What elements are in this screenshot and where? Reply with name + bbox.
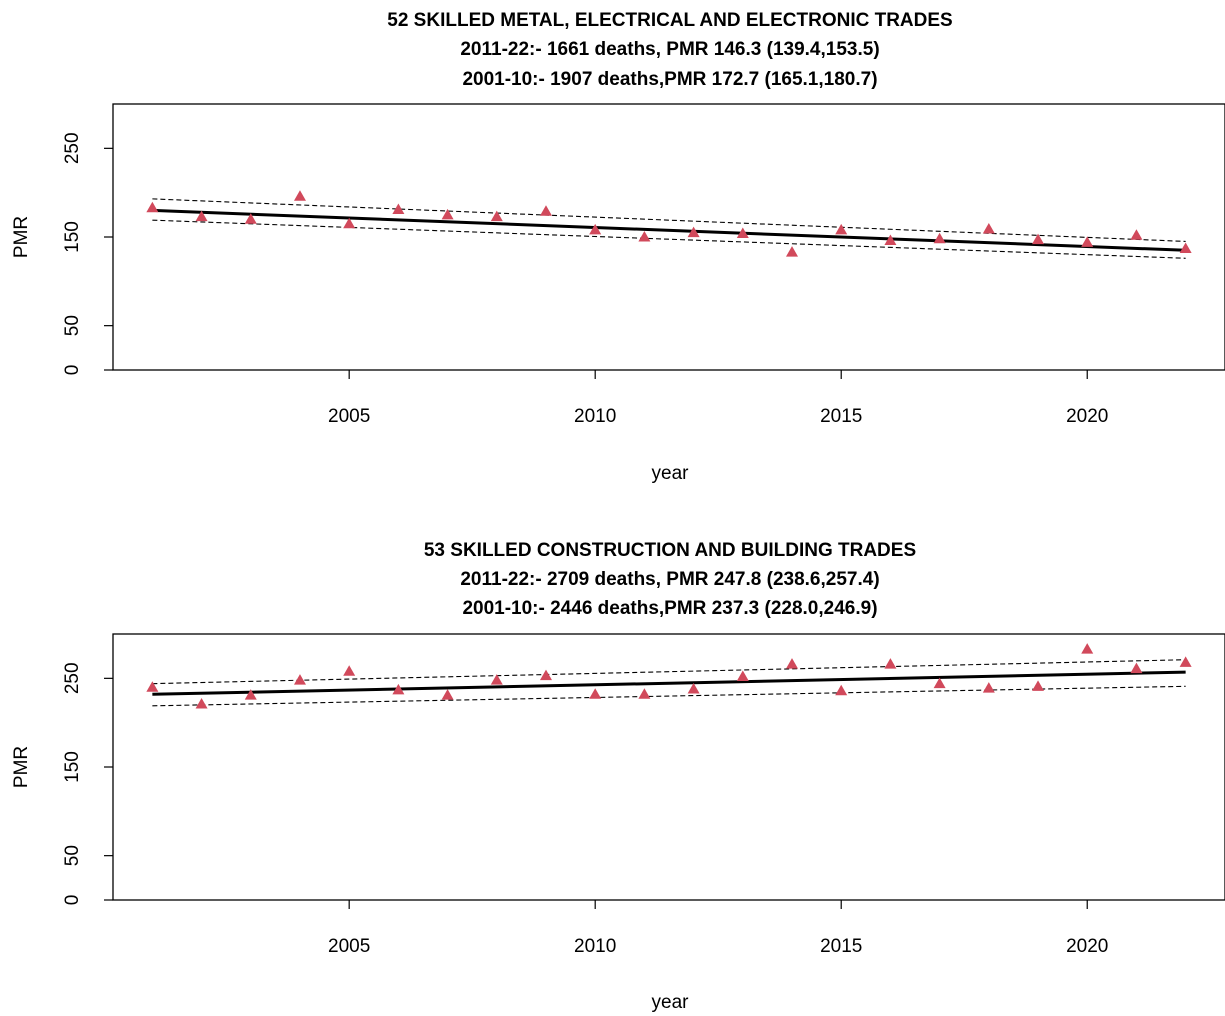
data-point (933, 677, 946, 689)
data-point (1179, 242, 1192, 254)
x-tick-label: 2005 (328, 406, 370, 427)
x-axis-label: year (652, 463, 690, 484)
chart-title: 53 SKILLED CONSTRUCTION AND BUILDING TRA… (424, 540, 916, 561)
data-point (539, 205, 552, 216)
data-point (1081, 643, 1094, 654)
data-point (786, 658, 799, 669)
plot-marks: 2005 2010 2015 2020 0 50 150 250 (62, 643, 1192, 957)
data-point (490, 674, 503, 685)
chart-title: 52 SKILLED METAL, ELECTRICAL AND ELECTRO… (387, 10, 952, 31)
data-point (392, 683, 405, 695)
data-point (589, 223, 602, 235)
data-point (638, 231, 651, 242)
data-point (638, 688, 651, 699)
data-point (687, 682, 700, 694)
ci-lower-line (152, 685, 1186, 707)
data-point (1032, 680, 1045, 691)
trend-line (152, 208, 1186, 252)
y-tick-label: 250 (62, 662, 83, 694)
data-point (343, 665, 356, 676)
data-point (490, 210, 503, 222)
data-point (539, 669, 552, 681)
data-point (441, 208, 454, 220)
data-point (835, 684, 848, 696)
y-tick-label: 0 (62, 365, 83, 376)
data-point (1130, 229, 1143, 240)
data-point (441, 689, 454, 700)
y-tick-label: 250 (62, 132, 83, 164)
y-axis-label: PMR (11, 746, 32, 788)
chart-panel-construction-building-trades: 53 SKILLED CONSTRUCTION AND BUILDING TRA… (11, 540, 1225, 1013)
data-point (786, 246, 799, 257)
x-tick-label: 2015 (820, 936, 862, 957)
x-tick-label: 2020 (1066, 936, 1108, 957)
x-tick-label: 2010 (574, 936, 616, 957)
data-point (343, 217, 356, 229)
data-point (195, 210, 208, 222)
data-point (884, 234, 897, 246)
chart-panel-metal-electrical-trades: 52 SKILLED METAL, ELECTRICAL AND ELECTRO… (11, 10, 1225, 484)
data-point (293, 674, 306, 685)
data-point (195, 698, 208, 709)
x-tick-label: 2015 (820, 406, 862, 427)
data-point (736, 227, 749, 238)
data-point (146, 201, 159, 213)
y-tick-label: 150 (62, 221, 83, 253)
trend-line (152, 670, 1186, 696)
chart-subtitle-line-1: 2011-22:- 1661 deaths, PMR 146.3 (139.4,… (460, 39, 879, 60)
ci-upper-line (152, 659, 1186, 685)
chart-subtitle-line-2: 2001-10:- 2446 deaths,PMR 237.3 (228.0,2… (462, 598, 877, 619)
data-point (1032, 233, 1045, 245)
data-point (982, 682, 995, 693)
data-point (687, 226, 700, 238)
plot-marks: 2005 2010 2015 2020 0 50 150 250 (62, 132, 1192, 427)
data-point (736, 670, 749, 682)
data-point (982, 223, 995, 234)
data-point (1179, 656, 1192, 667)
data-point (1130, 662, 1143, 674)
plot-frame (112, 103, 1225, 371)
data-point (884, 658, 897, 669)
ci-lower-line (152, 219, 1186, 259)
y-tick-label: 50 (62, 845, 83, 866)
x-axis-label: year (652, 992, 690, 1013)
data-point (244, 213, 257, 224)
y-tick-label: 150 (62, 751, 83, 783)
data-point (293, 190, 306, 201)
y-tick-label: 0 (62, 895, 83, 906)
data-point (1081, 236, 1094, 247)
data-point (244, 689, 257, 700)
data-point (392, 203, 405, 215)
x-tick-label: 2020 (1066, 406, 1108, 427)
data-point (589, 688, 602, 699)
chart-subtitle-line-1: 2011-22:- 2709 deaths, PMR 247.8 (238.6,… (460, 569, 879, 590)
data-point (146, 681, 159, 692)
chart-subtitle-line-2: 2001-10:- 1907 deaths,PMR 172.7 (165.1,1… (462, 69, 877, 90)
x-tick-label: 2005 (328, 936, 370, 957)
ci-upper-line (152, 198, 1186, 242)
y-tick-label: 50 (62, 315, 83, 336)
x-tick-label: 2010 (574, 406, 616, 427)
y-axis-label: PMR (11, 216, 32, 258)
data-point (933, 232, 946, 244)
data-point (835, 223, 848, 235)
